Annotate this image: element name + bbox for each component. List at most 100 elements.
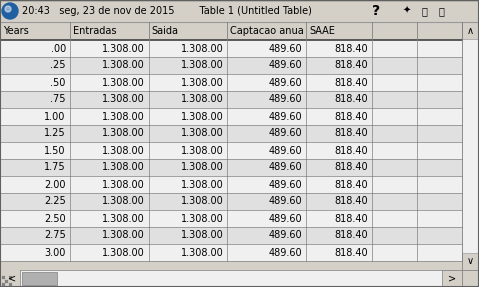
Text: Years: Years [3,26,29,36]
Bar [0,74,462,91]
Text: 1.308.00: 1.308.00 [181,146,223,156]
Text: Entradas: Entradas [73,26,116,36]
Text: 489.60: 489.60 [268,162,302,172]
Text: 818.40: 818.40 [334,214,368,224]
Bar [462,39,479,253]
Bar [0,57,462,74]
Text: 1.308.00: 1.308.00 [102,162,145,172]
Text: 1.25: 1.25 [44,129,66,139]
Text: 1.308.00: 1.308.00 [181,162,223,172]
Text: 1.308.00: 1.308.00 [102,230,145,241]
Bar [462,22,479,270]
Text: .75: .75 [50,94,66,104]
Text: 489.60: 489.60 [268,61,302,71]
Text: 818.40: 818.40 [334,94,368,104]
Text: 1.308.00: 1.308.00 [102,179,145,189]
Text: 1.308.00: 1.308.00 [102,44,145,53]
Bar [0,176,462,193]
Text: Captacao anua: Captacao anua [230,26,304,36]
Text: 1.308.00: 1.308.00 [181,94,223,104]
Text: .00: .00 [50,44,66,53]
Text: 818.40: 818.40 [334,179,368,189]
Text: 489.60: 489.60 [268,146,302,156]
Text: 818.40: 818.40 [334,44,368,53]
Circle shape [5,6,11,12]
Bar [0,210,462,227]
Bar [0,125,462,142]
Text: 489.60: 489.60 [268,230,302,241]
Text: 3.00: 3.00 [45,247,66,257]
Text: 489.60: 489.60 [268,77,302,88]
Bar [0,270,20,287]
Text: 2.75: 2.75 [44,230,66,241]
Bar [0,22,462,40]
Text: 818.40: 818.40 [334,162,368,172]
Text: >: > [448,274,456,284]
Text: 1.308.00: 1.308.00 [102,214,145,224]
Bar [462,22,479,39]
Bar [0,40,462,57]
Text: 818.40: 818.40 [334,230,368,241]
Bar [0,193,462,210]
Text: 818.40: 818.40 [334,77,368,88]
Text: 1.308.00: 1.308.00 [102,146,145,156]
Text: 489.60: 489.60 [268,112,302,121]
Text: 1.00: 1.00 [45,112,66,121]
Text: 1.308.00: 1.308.00 [102,197,145,207]
Text: 1.308.00: 1.308.00 [102,94,145,104]
Text: 489.60: 489.60 [268,94,302,104]
Text: 2.50: 2.50 [44,214,66,224]
Text: ∨: ∨ [467,257,474,267]
Text: 2.25: 2.25 [44,197,66,207]
Text: 1.308.00: 1.308.00 [102,61,145,71]
Circle shape [2,3,18,19]
Text: 1.308.00: 1.308.00 [102,112,145,121]
Text: ✦: ✦ [403,6,411,16]
Text: 818.40: 818.40 [334,61,368,71]
Bar [0,142,462,159]
Text: 1.308.00: 1.308.00 [181,214,223,224]
Text: 489.60: 489.60 [268,44,302,53]
Text: ∧: ∧ [467,26,474,36]
Bar [0,159,462,176]
Text: 🔒: 🔒 [438,6,444,16]
Text: 818.40: 818.40 [334,247,368,257]
Text: 1.50: 1.50 [44,146,66,156]
Bar [0,244,462,261]
Bar [22,272,57,285]
Text: 1.308.00: 1.308.00 [181,61,223,71]
Text: 818.40: 818.40 [334,146,368,156]
Bar [0,227,462,244]
Text: 20:43   seg, 23 de nov de 2015        Table 1 (Untitled Table): 20:43 seg, 23 de nov de 2015 Table 1 (Un… [22,6,312,16]
Bar [0,0,479,22]
Bar [462,253,479,270]
Text: 1.308.00: 1.308.00 [181,44,223,53]
Text: 818.40: 818.40 [334,197,368,207]
Text: SAAE: SAAE [309,26,335,36]
Text: 1.308.00: 1.308.00 [181,197,223,207]
Text: 489.60: 489.60 [268,197,302,207]
Text: Saida: Saida [151,26,179,36]
Bar [442,270,462,287]
Text: 818.40: 818.40 [334,129,368,139]
Text: 1.308.00: 1.308.00 [181,179,223,189]
Text: 1.308.00: 1.308.00 [181,247,223,257]
Text: 489.60: 489.60 [268,214,302,224]
Text: .25: .25 [50,61,66,71]
Text: 1.308.00: 1.308.00 [102,247,145,257]
Text: 489.60: 489.60 [268,247,302,257]
Text: .50: .50 [50,77,66,88]
Text: 1.308.00: 1.308.00 [102,77,145,88]
Text: 1.308.00: 1.308.00 [181,112,223,121]
Text: 489.60: 489.60 [268,129,302,139]
Text: 489.60: 489.60 [268,179,302,189]
Text: 1.308.00: 1.308.00 [102,129,145,139]
Text: 1.308.00: 1.308.00 [181,129,223,139]
Text: 1.75: 1.75 [44,162,66,172]
Text: 818.40: 818.40 [334,112,368,121]
Bar [0,270,462,287]
Text: ?: ? [372,4,380,18]
Bar [462,270,479,287]
Text: 🖨: 🖨 [421,6,427,16]
Text: 1.308.00: 1.308.00 [181,230,223,241]
